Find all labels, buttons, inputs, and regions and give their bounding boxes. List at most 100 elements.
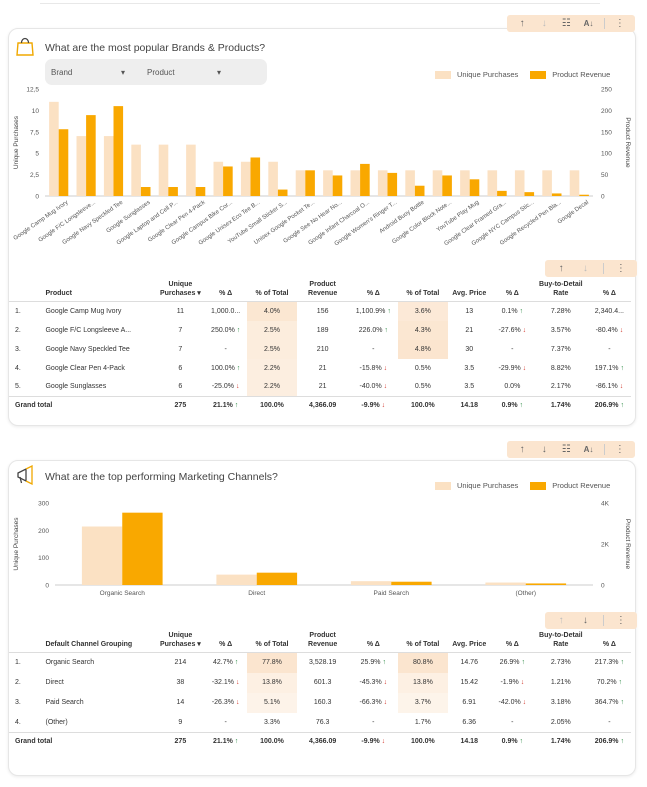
table-cell: -66.3% ↓ [349,693,399,713]
cell-value: 3.6% [414,307,431,315]
table-cell: 4,366.09 [296,396,349,414]
brand-filter-dropdown[interactable]: Brand ▾ [45,68,141,77]
bar-unique-purchases [350,170,361,196]
table-cell: Organic Search [43,653,156,673]
column-header[interactable]: Buy-to-Detail Rate [533,632,588,653]
table-cell: 4,366.09 [296,732,349,751]
product-filter-dropdown[interactable]: Product ▾ [141,68,237,77]
table-row[interactable]: 4. (Other) 9 - 3.3% 76.3 - 1.7% 6.36 - 2.05% - [9,713,631,733]
cell-value: 80.8% [412,659,433,667]
cell-value: 76.3 [315,718,330,726]
arrow-down-icon[interactable]: ↓ [582,615,588,626]
arrow-down-icon[interactable]: ↓ [582,263,588,274]
table-cell: - [491,340,534,359]
column-header[interactable]: % Δ [348,281,399,302]
cell-value: Google Camp Mug Ivory [45,307,122,315]
bar-product-revenue [250,157,261,196]
table-cell: 3.5 [448,359,491,378]
table-row[interactable]: 2. Google F/C Longsleeve A... 7 250.0% ↑ 2.5… [9,320,631,340]
table-row[interactable]: 3. Google Navy Speckled Tee 7 - 2.5% 210 - 4.8%… [9,339,631,359]
y-tick-label: 7,5 [30,129,39,136]
column-header[interactable]: Default Channel Grouping [43,632,157,653]
column-header[interactable]: % Δ [348,632,399,653]
column-header[interactable]: % of Total [247,632,297,653]
cell-value: Google Sunglasses [45,383,107,391]
table-row[interactable]: 5. Google Sunglasses 6 -25.0% ↓ 2.2% 21 -40.0%… [9,377,631,397]
cell-value: - [224,345,227,353]
cell-value: 21.1% [212,401,233,409]
column-header[interactable]: Product Revenue [296,281,349,302]
column-header[interactable]: % Δ [587,281,631,302]
table-cell: -26.3% ↓ [204,693,247,713]
chart-settings-icon[interactable]: ☷ [561,444,571,455]
column-header[interactable]: % Δ [490,632,534,653]
cell-value: Paid Search [45,699,84,706]
column-header[interactable]: Unique Purchases ▾ [156,281,205,302]
table-cell: 160.3 [297,693,349,713]
column-header[interactable]: % of Total [398,281,448,302]
y-axis-title: Unique Purchases [13,517,20,571]
cell-value: -9.9% [361,401,380,409]
y-tick-label: 12,5 [26,87,39,94]
table-cell: -29.9% ↓ [491,359,534,378]
table-cell: 14.18 [447,732,491,751]
table-cell: - [588,340,631,359]
x-tick-label: Android Buoy Bottle [379,199,426,235]
column-header[interactable]: % Δ [490,281,534,302]
cell-value: -80.4% [595,326,618,334]
table-row[interactable]: 1. Google Camp Mug Ivory 11 1,000.0... 4.0% 1… [9,301,631,321]
table-cell: 14 [157,693,204,713]
arrow-down-icon[interactable]: ↓ [541,18,547,29]
trend-up-icon: ↑ [620,699,624,706]
cell-value: 2.2% [264,364,280,372]
table-row[interactable]: 2. Direct 38 -32.1% ↓ 13.8% 601.3 -45.3% ↓ 13.8… [9,672,631,693]
table-cell: 76.3 [297,713,349,733]
trend-up-icon: ↑ [620,738,624,746]
table-cell: -9.9% ↓ [348,396,399,414]
more-options-icon[interactable]: ⋮ [615,615,626,626]
arrow-up-icon[interactable]: ↑ [558,615,564,626]
cell-value: 77.8% [262,659,282,667]
row-index: 1. [15,307,21,315]
arrow-up-icon[interactable]: ↑ [519,444,525,455]
table-row[interactable]: 4. Google Clear Pen 4-Pack 6 100.0% ↑ 2.2% 21… [9,358,631,378]
filter-bar: Brand ▾ Product ▾ [45,59,267,85]
row-index: 4. [15,718,21,726]
chart-settings-icon[interactable]: ☷ [561,18,571,29]
table-cell: 8.82% [534,359,588,378]
sort-az-icon[interactable]: A↓ [583,19,594,28]
y-tick-label: 0 [35,194,39,201]
table-row[interactable]: 1. Organic Search 214 42.7% ↑ 77.8% 3,528.19 2… [9,652,631,673]
column-header[interactable]: % Δ [204,632,248,653]
table-toolbar: ↑ ↓ ⋮ [545,260,637,277]
column-header[interactable]: Buy-to-Detail Rate [533,281,588,302]
column-header[interactable]: % of Total [398,632,448,653]
cell-value: 14.18 [460,401,478,409]
column-header[interactable]: % Δ [587,632,631,653]
arrow-down-icon[interactable]: ↓ [541,444,547,455]
table-cell: 197.1% ↑ [588,359,631,378]
more-options-icon[interactable]: ⋮ [614,444,625,455]
column-header[interactable]: % of Total [247,281,297,302]
cell-value: 189 [316,326,329,334]
column-header[interactable]: Product [43,281,157,302]
column-header[interactable]: Avg. Price [447,281,491,302]
column-header[interactable]: Product Revenue [296,632,349,653]
arrow-up-icon[interactable]: ↑ [558,263,564,274]
table-cell: 3.6% [398,301,448,321]
bar-product-revenue [551,193,562,196]
bar-unique-purchases [377,170,388,196]
more-options-icon[interactable]: ⋮ [614,18,625,29]
y2-tick-label: 150 [601,129,612,136]
column-header[interactable]: Avg. Price [447,632,491,653]
column-header[interactable]: % Δ [204,281,248,302]
more-options-icon[interactable]: ⋮ [615,263,626,274]
table-cell: -40.0% ↓ [349,378,399,397]
sort-az-icon[interactable]: A↓ [583,445,594,454]
arrow-up-icon[interactable]: ↑ [519,18,525,29]
cell-value: 3.7% [414,699,431,706]
table-row[interactable]: 3. Paid Search 14 -26.3% ↓ 5.1% 160.3 -66.3% ↓… [9,692,631,713]
column-header[interactable]: Unique Purchases ▾ [156,632,205,653]
table-cell: 14.18 [447,396,491,414]
cell-value: 275 [174,738,187,746]
